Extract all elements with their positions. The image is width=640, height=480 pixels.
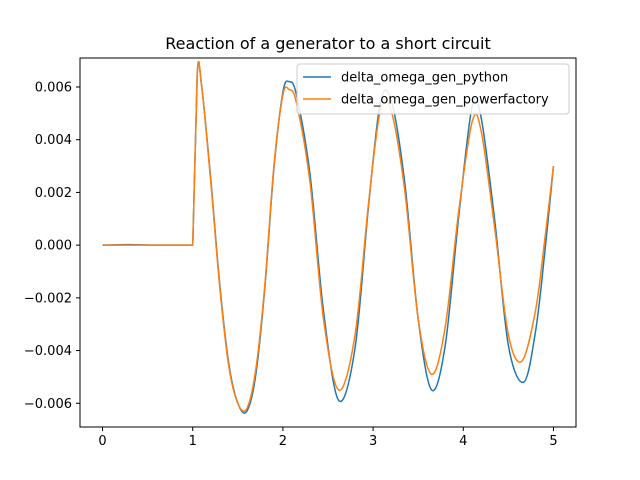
chart-title: Reaction of a generator to a short circu… [165,34,490,53]
legend: delta_omega_gen_python delta_omega_gen_po… [296,63,570,115]
y-tick-label: −0.002 [24,291,72,306]
x-tick-label: 4 [459,434,467,449]
series-line-1 [102,60,555,412]
y-tick-label: −0.004 [24,344,72,359]
y-tick-label: 0.006 [35,80,72,95]
y-tick-label: 0.000 [35,239,72,254]
y-tick-label: 0.002 [35,186,72,201]
plot-frame [79,57,577,428]
ticks-layer: 0 1 2 3 4 5 −0.006 −0.004 −0.002 0.000 0.002 0.004 0… [24,80,558,449]
x-tick-label: 5 [549,434,557,449]
x-tick-label: 1 [189,434,197,449]
legend-label-1: delta_omega_gen_powerfactory [341,93,549,108]
x-tick-label: 0 [98,434,106,449]
x-tick-label: 2 [279,434,287,449]
x-tick-label: 3 [369,434,377,449]
series-layer [102,60,555,414]
legend-label-0: delta_omega_gen_python [341,71,508,86]
y-tick-label: −0.006 [24,397,72,412]
legend-box [296,63,570,115]
y-tick-label: 0.004 [35,133,72,148]
